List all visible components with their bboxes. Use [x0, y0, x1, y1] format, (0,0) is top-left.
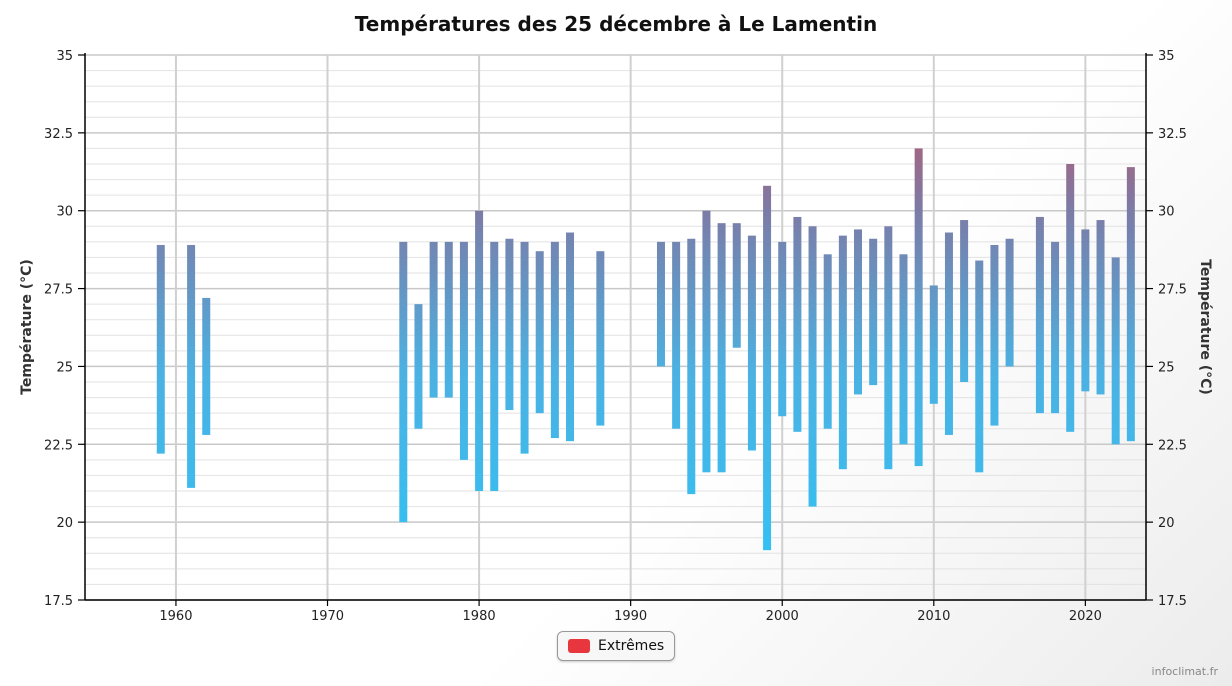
bar-2017 — [1035, 216, 1044, 414]
bar-2018 — [1051, 241, 1060, 414]
y-tick-label-left: 30 — [56, 205, 73, 220]
x-axis-ticks: 1960 1970 1980 1990 2000 2010 2020 — [159, 600, 1102, 624]
bar-1978 — [444, 241, 453, 398]
bar-2010 — [929, 285, 938, 404]
bar-1986 — [566, 232, 575, 442]
y-tick-label-left: 27.5 — [44, 283, 73, 298]
bar-2008 — [899, 254, 908, 445]
bar-2002 — [808, 226, 817, 507]
bar-1985 — [550, 241, 559, 439]
bar-1983 — [520, 241, 529, 454]
grid — [85, 54, 1146, 601]
bar-2003 — [823, 254, 832, 429]
x-tick-label: 1960 — [159, 609, 192, 624]
y-axis-label-right: Température (°C) — [1197, 259, 1213, 395]
y-tick-label-left: 17.5 — [44, 594, 73, 609]
axes — [84, 53, 1147, 601]
bar-2004 — [838, 235, 847, 470]
bar-2012 — [960, 220, 969, 382]
bar-1961 — [187, 244, 196, 488]
bar-2006 — [869, 238, 878, 386]
bar-1977 — [429, 241, 438, 398]
bar-1982 — [505, 238, 514, 411]
credit-text: infoclimat.fr — [1151, 665, 1218, 678]
bar-2019 — [1066, 164, 1075, 432]
bars — [156, 148, 1135, 551]
bar-2020 — [1081, 229, 1090, 392]
y-axis-right-ticks: 17.5 20 22.5 25 27.5 30 32.5 35 — [1146, 49, 1187, 609]
y-tick-label-left: 22.5 — [44, 438, 73, 453]
bar-2011 — [944, 232, 953, 435]
y-tick-label-left: 20 — [56, 516, 73, 531]
x-tick-label: 2000 — [766, 609, 799, 624]
bar-1995 — [702, 210, 711, 473]
y-axis-label-left: Température (°C) — [19, 259, 35, 395]
bar-2023 — [1126, 167, 1135, 442]
bar-2001 — [793, 216, 802, 432]
bar-2014 — [990, 244, 999, 426]
bar-1999 — [763, 185, 772, 551]
y-tick-label-right: 22.5 — [1158, 438, 1187, 453]
bar-1980 — [475, 210, 484, 491]
bar-2007 — [884, 226, 893, 470]
bar-2013 — [975, 260, 984, 473]
legend-label: Extrêmes — [598, 638, 665, 654]
legend-item-extremes[interactable]: Extrêmes — [557, 631, 676, 661]
bar-2000 — [778, 241, 787, 417]
bar-2009 — [914, 148, 923, 467]
bar-1997 — [732, 223, 741, 348]
y-axis-left-ticks: 17.5 20 22.5 25 27.5 30 32.5 35 — [44, 49, 85, 609]
bar-1959 — [156, 244, 165, 454]
bar-1993 — [672, 241, 681, 429]
y-tick-label-left: 25 — [56, 360, 73, 375]
bar-2015 — [1005, 238, 1014, 367]
y-tick-label-right: 27.5 — [1158, 283, 1187, 298]
x-tick-label: 1980 — [463, 609, 496, 624]
bar-1992 — [656, 241, 665, 367]
bar-1998 — [747, 235, 756, 451]
bar-1996 — [717, 223, 726, 473]
bar-2005 — [854, 229, 863, 395]
chart-title: Températures des 25 décembre à Le Lament… — [355, 12, 877, 36]
bar-1981 — [490, 241, 499, 491]
legend-swatch — [568, 639, 590, 653]
bar-1976 — [414, 304, 423, 429]
y-tick-label-right: 25 — [1158, 360, 1175, 375]
bar-2022 — [1111, 257, 1120, 445]
x-tick-label: 2010 — [917, 609, 950, 624]
y-tick-label-right: 17.5 — [1158, 594, 1187, 609]
bar-1984 — [535, 251, 544, 414]
bar-1979 — [459, 241, 468, 460]
x-tick-label: 1970 — [311, 609, 344, 624]
y-tick-label-left: 35 — [56, 49, 73, 64]
y-tick-label-right: 35 — [1158, 49, 1175, 64]
y-tick-label-right: 32.5 — [1158, 127, 1187, 142]
bar-1988 — [596, 251, 605, 426]
bar-1975 — [399, 241, 408, 523]
x-tick-label: 1990 — [614, 609, 647, 624]
y-tick-label-left: 32.5 — [44, 127, 73, 142]
bar-2021 — [1096, 220, 1105, 395]
bar-1994 — [687, 238, 696, 495]
y-tick-label-right: 30 — [1158, 205, 1175, 220]
bar-1962 — [202, 297, 211, 435]
x-tick-label: 2020 — [1069, 609, 1102, 624]
y-tick-label-right: 20 — [1158, 516, 1175, 531]
